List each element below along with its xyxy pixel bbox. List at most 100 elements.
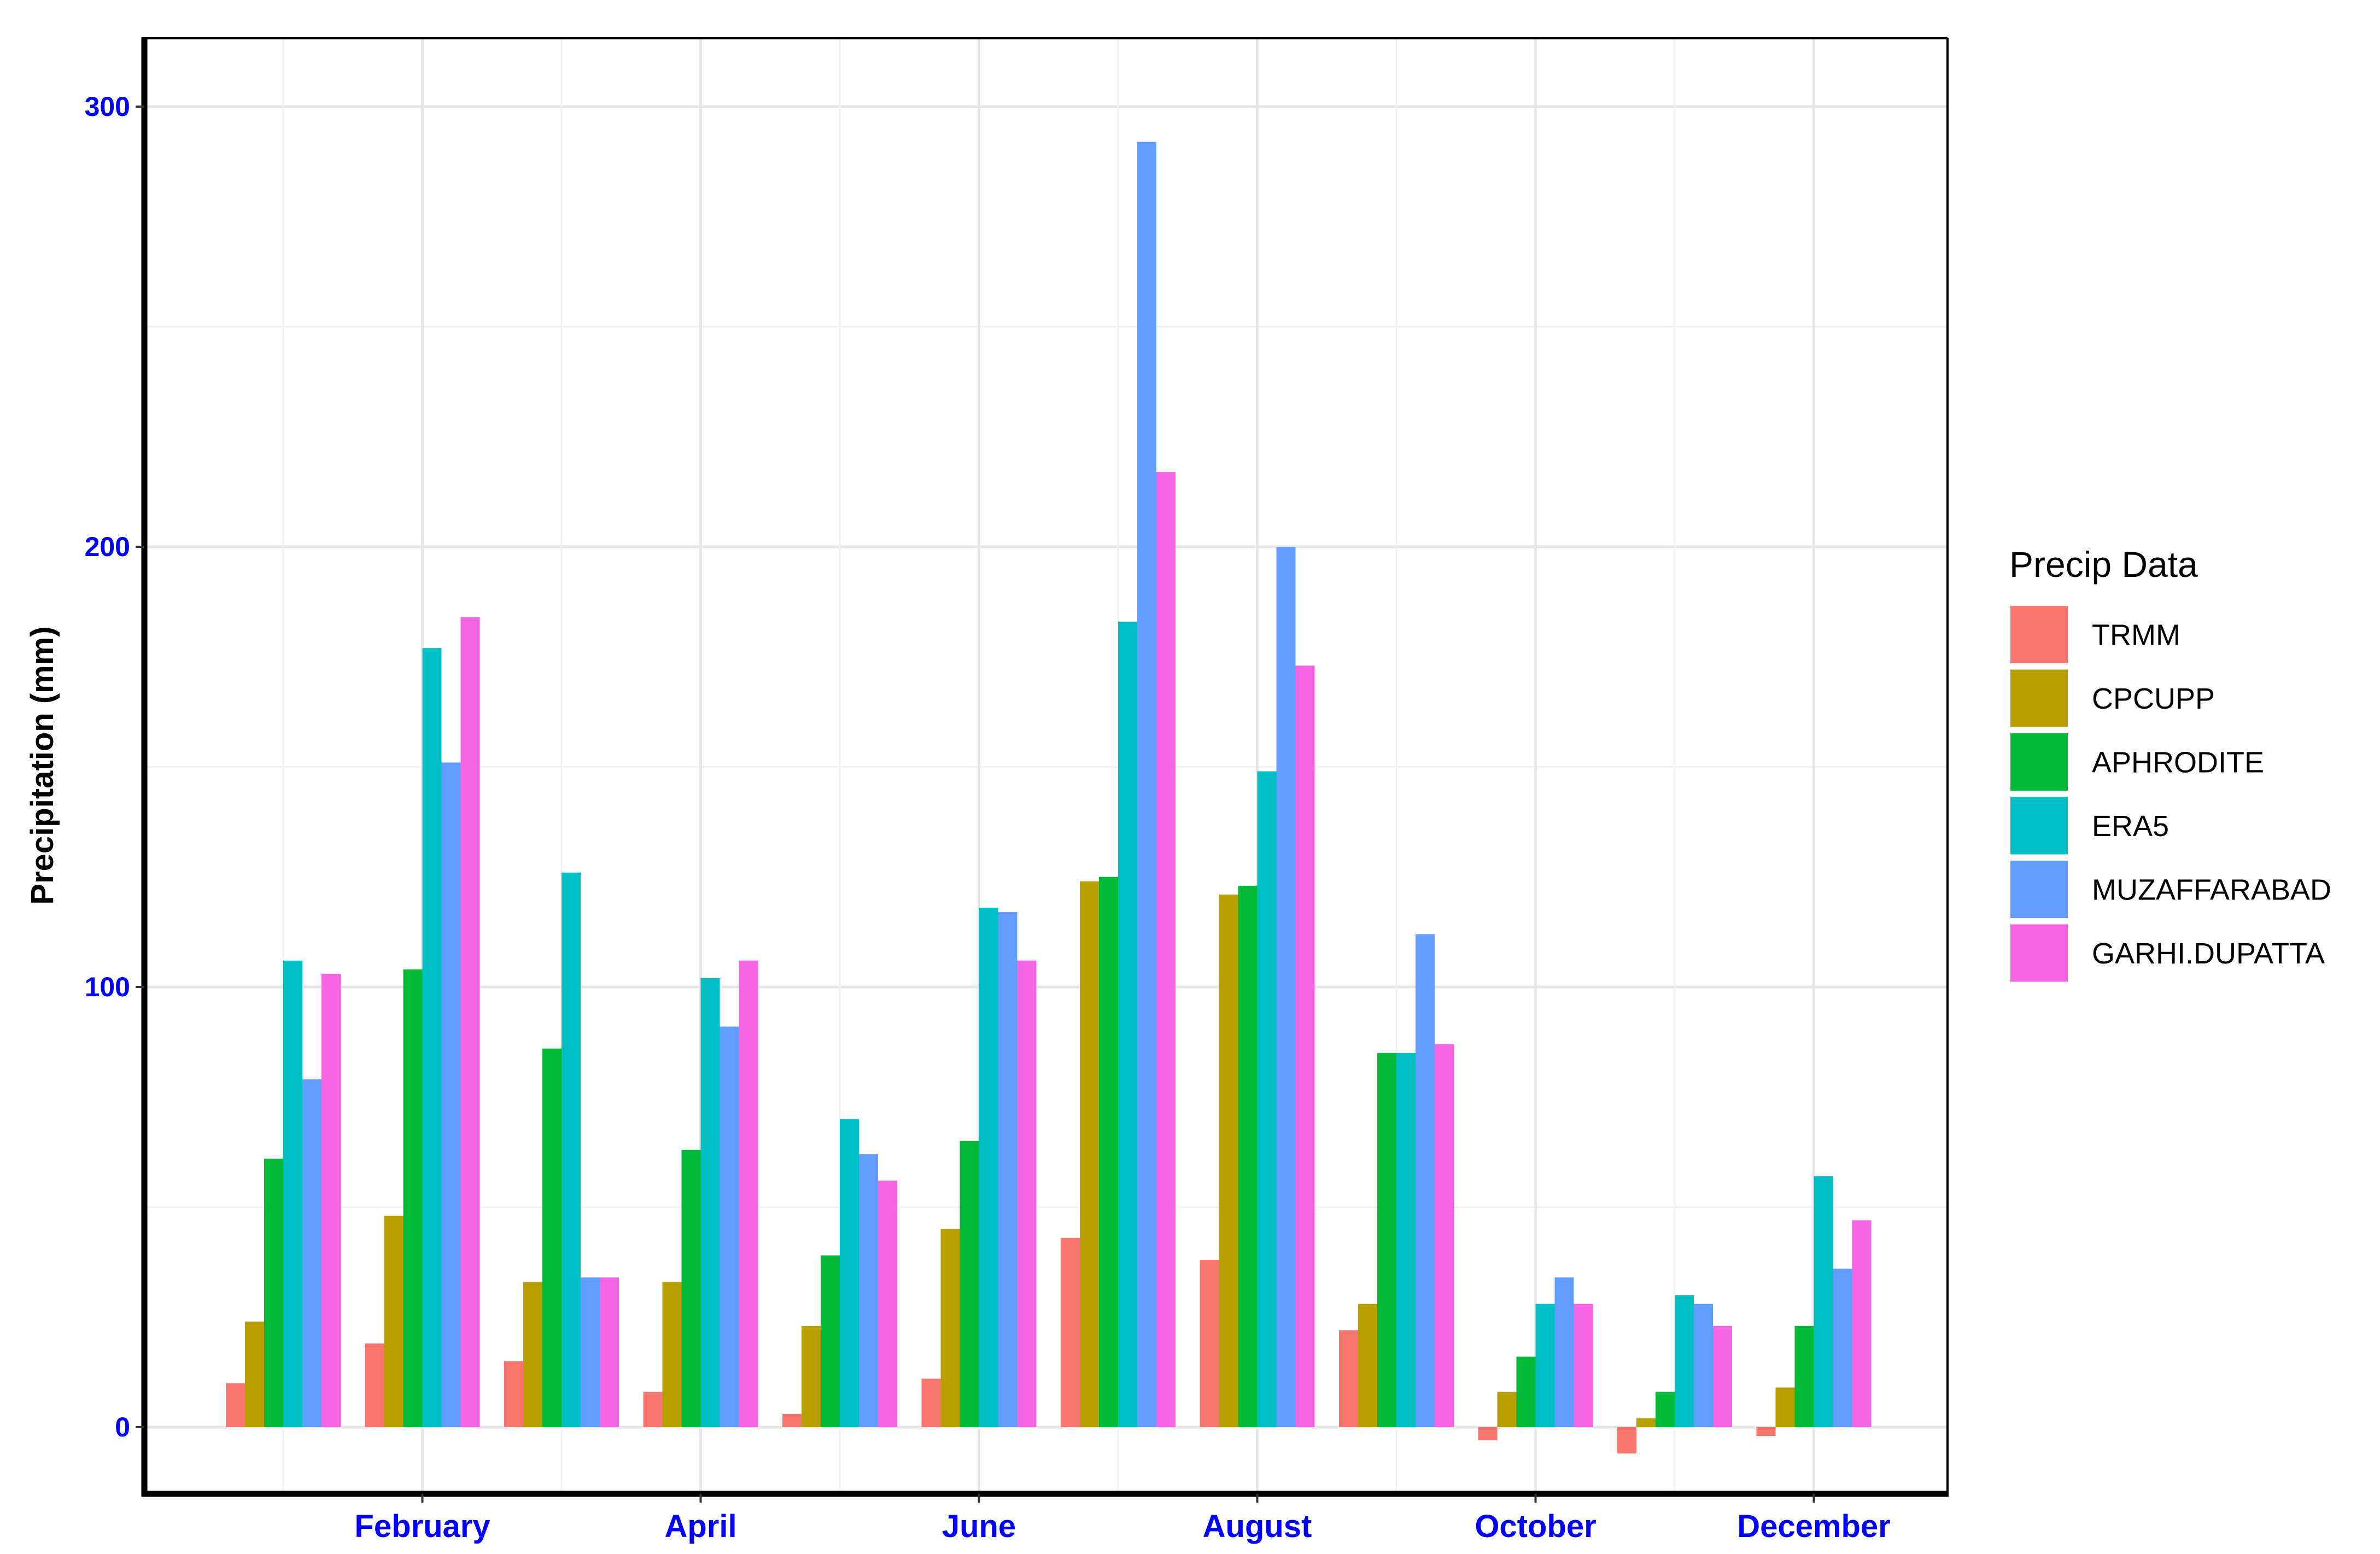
bar (840, 1119, 859, 1427)
bar (600, 1277, 619, 1427)
y-tick-label: 100 (85, 972, 130, 1002)
bar (403, 969, 423, 1427)
bar (1295, 665, 1315, 1427)
bar (1497, 1392, 1517, 1427)
x-tick-label: April (664, 1509, 736, 1544)
bar (581, 1277, 600, 1427)
y-tick-label: 0 (115, 1412, 130, 1442)
bar (998, 912, 1018, 1427)
bar (1219, 894, 1238, 1427)
x-tick-label: December (1737, 1509, 1890, 1544)
bar (643, 1392, 663, 1427)
bar (1061, 1237, 1080, 1427)
bar (662, 1282, 682, 1427)
y-tick-label: 200 (85, 531, 130, 562)
bar (1238, 885, 1258, 1427)
bar (384, 1216, 404, 1427)
bar (1257, 771, 1277, 1427)
bar (1554, 1277, 1574, 1427)
bar (1478, 1427, 1498, 1441)
bar (422, 648, 442, 1427)
bar (821, 1255, 840, 1427)
legend-label: TRMM (2092, 619, 2180, 652)
bar (802, 1325, 821, 1427)
bar (1814, 1176, 1833, 1427)
bar (1833, 1269, 1852, 1427)
legend-label: CPCUPP (2092, 682, 2215, 715)
legend-title: Precip Data (2009, 544, 2198, 585)
bar (283, 960, 302, 1427)
bar (1276, 547, 1296, 1427)
y-axis-label: Precipitation (mm) (25, 626, 60, 904)
bars-layer (226, 142, 1872, 1454)
x-tick-label: February (354, 1509, 490, 1544)
legend-key (2010, 797, 2068, 855)
bar (264, 1158, 283, 1427)
bar (1416, 934, 1435, 1427)
bar (1339, 1330, 1358, 1427)
bar (321, 973, 341, 1427)
bar (1377, 1053, 1396, 1427)
legend-key (2010, 861, 2068, 918)
bar (1656, 1392, 1675, 1427)
bar (1017, 960, 1037, 1427)
bar (562, 872, 581, 1427)
bar (226, 1383, 245, 1427)
bar (1775, 1387, 1795, 1427)
bar (859, 1154, 878, 1427)
bar (1756, 1427, 1776, 1436)
bar (523, 1282, 542, 1427)
bar (1794, 1325, 1814, 1427)
bar (441, 762, 461, 1427)
bar (245, 1321, 264, 1427)
legend-label: ERA5 (2092, 810, 2169, 843)
legend-label: GARHI.DUPATTA (2092, 937, 2325, 970)
bar (1535, 1304, 1555, 1427)
bar (979, 908, 998, 1427)
bar (1156, 472, 1176, 1427)
legend-key (2010, 733, 2068, 791)
bar (1200, 1260, 1219, 1427)
bar (720, 1026, 739, 1427)
frame-layer (141, 37, 1949, 1497)
legend: Precip Data TRMM CPCUPP APHRODITE ERA5 MUZAF… (2009, 544, 2331, 982)
bar (1396, 1053, 1416, 1427)
bar (1358, 1304, 1377, 1427)
legend-label: MUZAFFARABAD (2092, 874, 2331, 907)
x-tick-label: June (942, 1509, 1016, 1544)
bar (1137, 142, 1156, 1428)
legend-key (2010, 924, 2068, 982)
bar (1574, 1304, 1593, 1427)
legend-label: APHRODITE (2092, 746, 2264, 779)
x-tick-label: October (1475, 1509, 1596, 1544)
bar (921, 1378, 941, 1427)
bar (878, 1181, 897, 1427)
bar (1118, 621, 1137, 1427)
legend-key (2010, 669, 2068, 727)
bar (739, 960, 758, 1427)
bar (302, 1079, 321, 1427)
bar (1080, 881, 1099, 1427)
bar (504, 1361, 523, 1427)
bar (960, 1141, 979, 1427)
bar (940, 1229, 960, 1427)
bar (1435, 1044, 1454, 1427)
bar (1099, 877, 1118, 1427)
bar (542, 1048, 562, 1427)
bar (1516, 1357, 1536, 1427)
bar (700, 978, 720, 1427)
bar (1675, 1295, 1694, 1427)
y-tick-label: 300 (85, 91, 130, 122)
bar (1694, 1304, 1713, 1427)
bar (782, 1413, 802, 1427)
bar (1713, 1325, 1732, 1427)
bar (1636, 1418, 1656, 1427)
bar (460, 617, 480, 1427)
bar (365, 1343, 384, 1427)
bar (681, 1149, 701, 1427)
ticks-layer: 0 100 200 300 February April June August October… (85, 91, 1891, 1544)
bar (1852, 1220, 1872, 1427)
x-tick-label: August (1203, 1509, 1312, 1544)
